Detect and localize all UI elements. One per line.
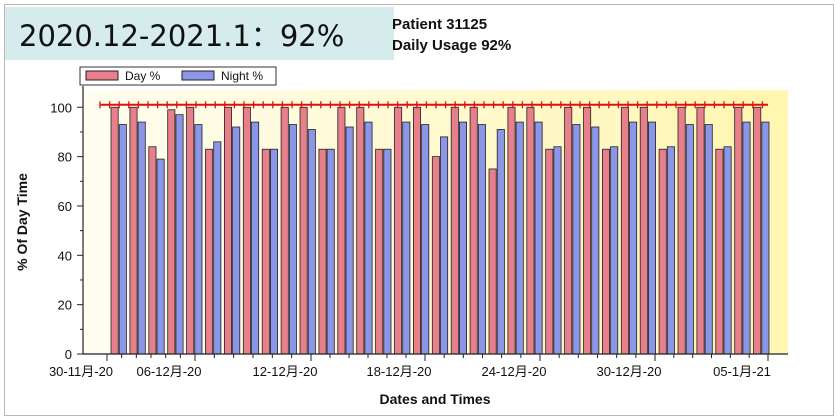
night-bar bbox=[591, 126, 600, 355]
legend-day-swatch bbox=[85, 70, 119, 81]
day-bar bbox=[677, 106, 686, 355]
night-bar bbox=[421, 124, 430, 355]
day-bar bbox=[375, 148, 384, 355]
night-bar bbox=[648, 121, 657, 355]
x-tick-label: 30-11月-20 bbox=[49, 364, 113, 379]
night-bar bbox=[288, 124, 297, 355]
x-tick-label: 12-12月-20 bbox=[252, 364, 317, 379]
night-bar bbox=[761, 121, 770, 355]
night-bar bbox=[477, 124, 486, 355]
y-tick-label: 20 bbox=[58, 298, 72, 313]
night-bar bbox=[118, 124, 127, 355]
legend-box bbox=[79, 66, 277, 86]
day-bar bbox=[261, 148, 270, 355]
x-tick-label: 05-1月-21 bbox=[713, 364, 771, 379]
axes-layer: 0 20 40 60 80 100 30-11月-20 06-12月-20 12-12月-20 1… bbox=[49, 86, 788, 379]
y-tick-label: 100 bbox=[50, 100, 72, 115]
bars-layer bbox=[110, 106, 770, 355]
night-bar bbox=[307, 129, 316, 355]
night-bar bbox=[175, 114, 184, 355]
night-bar bbox=[553, 146, 562, 355]
y-tick-label: 60 bbox=[58, 199, 72, 214]
night-bar bbox=[610, 146, 619, 355]
y-axis-title: % Of Day Time bbox=[14, 173, 30, 271]
x-axis-title: Dates and Times bbox=[379, 391, 490, 407]
legend-day-label: Day % bbox=[125, 69, 161, 83]
night-bar bbox=[685, 124, 694, 355]
day-bar bbox=[696, 106, 705, 355]
day-bar bbox=[394, 106, 403, 355]
night-bar bbox=[345, 126, 354, 355]
night-bar bbox=[156, 158, 165, 355]
day-bar bbox=[205, 148, 214, 355]
day-bar bbox=[753, 106, 762, 355]
x-tick-label: 18-12月-20 bbox=[366, 364, 431, 379]
day-bar bbox=[299, 106, 308, 355]
night-bar bbox=[723, 146, 732, 355]
day-bar bbox=[620, 106, 629, 355]
night-bar bbox=[232, 126, 241, 355]
night-bar bbox=[440, 136, 449, 355]
chart-title-line2: Daily Usage 92% bbox=[392, 37, 512, 54]
day-bar bbox=[583, 106, 592, 355]
x-tick-label: 06-12月-20 bbox=[136, 364, 201, 379]
night-bar bbox=[515, 121, 524, 355]
legend-night-label: Night % bbox=[221, 69, 263, 83]
day-bar bbox=[186, 106, 195, 355]
night-bar bbox=[213, 141, 222, 355]
night-bar bbox=[534, 121, 543, 355]
night-bar bbox=[666, 146, 675, 355]
night-bar bbox=[194, 124, 203, 355]
day-bar bbox=[488, 168, 497, 355]
legend: Day % Night % bbox=[79, 66, 277, 86]
x-tick-label: 24-12月-20 bbox=[481, 364, 546, 379]
day-bar bbox=[110, 106, 119, 355]
summary-banner: 2020.12-2021.1：92% bbox=[5, 7, 394, 60]
chart-title-line1: Patient 31125 bbox=[392, 16, 488, 33]
y-tick-label: 80 bbox=[58, 150, 72, 165]
day-bar bbox=[223, 106, 232, 355]
y-tick-label: 0 bbox=[65, 347, 72, 362]
day-bar bbox=[658, 148, 667, 355]
day-bar bbox=[450, 106, 459, 355]
night-bar bbox=[458, 121, 467, 355]
day-bar bbox=[167, 109, 176, 355]
day-bar bbox=[431, 156, 440, 355]
target-line-layer bbox=[99, 101, 768, 109]
y-tick-label: 40 bbox=[58, 248, 72, 263]
day-bar bbox=[412, 106, 421, 355]
day-bar bbox=[734, 106, 743, 355]
day-bar bbox=[507, 106, 516, 355]
day-bar bbox=[545, 148, 554, 355]
night-bar bbox=[383, 148, 392, 355]
day-bar bbox=[148, 146, 157, 355]
night-bar bbox=[269, 148, 278, 355]
night-bar bbox=[251, 121, 260, 355]
day-bar bbox=[564, 106, 573, 355]
night-bar bbox=[704, 124, 713, 355]
legend-night-swatch bbox=[181, 70, 215, 81]
night-bar bbox=[572, 124, 581, 355]
night-bar bbox=[496, 129, 505, 355]
night-bar bbox=[742, 121, 751, 355]
x-tick-label: 30-12月-20 bbox=[596, 364, 661, 379]
day-bar bbox=[242, 106, 251, 355]
day-bar bbox=[602, 148, 611, 355]
night-bar bbox=[326, 148, 335, 355]
day-bar bbox=[526, 106, 535, 355]
night-bar bbox=[402, 121, 411, 355]
day-bar bbox=[280, 106, 289, 355]
night-bar bbox=[364, 121, 373, 355]
day-bar bbox=[129, 106, 138, 355]
day-bar bbox=[715, 148, 724, 355]
night-bar bbox=[629, 121, 638, 355]
day-bar bbox=[639, 106, 648, 355]
night-bar bbox=[137, 121, 146, 355]
day-bar bbox=[318, 148, 327, 355]
day-bar bbox=[356, 106, 365, 355]
day-bar bbox=[469, 106, 478, 355]
day-bar bbox=[337, 106, 346, 355]
